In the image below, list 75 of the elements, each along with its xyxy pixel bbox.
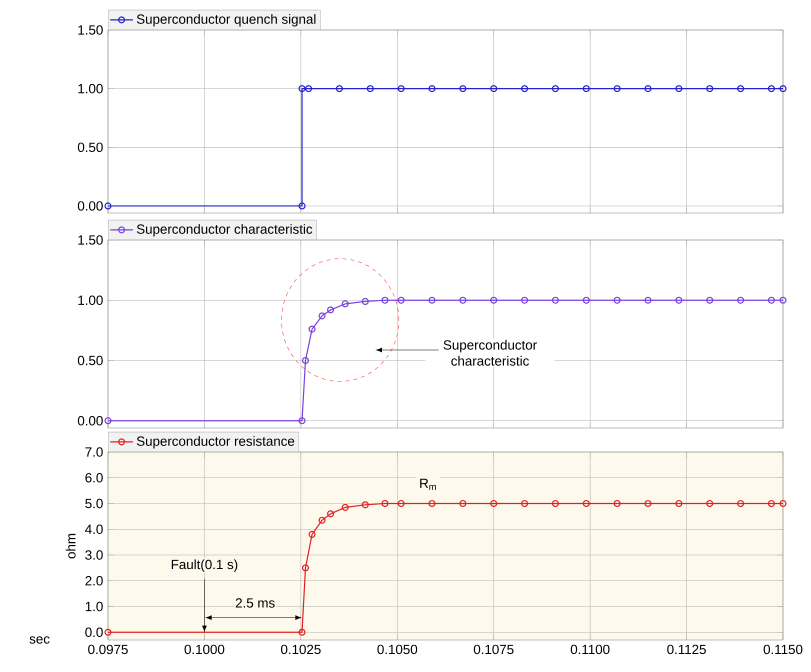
legend-label: Superconductor quench signal bbox=[136, 14, 316, 26]
y-tick-label: 7.0 bbox=[85, 447, 103, 457]
y-tick-label: 3.0 bbox=[85, 550, 103, 560]
point bbox=[582, 500, 590, 508]
point bbox=[308, 326, 316, 333]
point bbox=[362, 501, 369, 508]
y-tick-label: 1.50 bbox=[78, 235, 103, 245]
point bbox=[362, 298, 369, 305]
x-axis-title: sec bbox=[30, 636, 50, 644]
point bbox=[342, 300, 349, 308]
point bbox=[521, 500, 528, 508]
y-tick-label: 1.00 bbox=[78, 296, 103, 305]
point bbox=[552, 296, 559, 304]
point bbox=[459, 296, 466, 304]
point bbox=[318, 516, 326, 524]
x-tick-label: 0.1075 bbox=[474, 644, 514, 654]
y-tick-label: 0.50 bbox=[78, 356, 103, 366]
y-axis-title: ohm bbox=[66, 534, 76, 558]
point bbox=[706, 296, 714, 304]
y-tick-label: 1.50 bbox=[78, 25, 103, 35]
point bbox=[381, 296, 388, 304]
point bbox=[302, 356, 310, 364]
point bbox=[737, 500, 744, 508]
point bbox=[302, 564, 310, 572]
y-tick-label: 2.0 bbox=[85, 576, 103, 586]
point bbox=[490, 296, 498, 304]
x-tick-label: 0.1100 bbox=[570, 644, 610, 654]
point bbox=[298, 417, 306, 424]
y-tick-label: 4.0 bbox=[85, 524, 103, 534]
point bbox=[428, 500, 436, 508]
y-tick-label: 0.0 bbox=[85, 628, 103, 637]
annotation: R$_{m}$ bbox=[420, 478, 436, 490]
point bbox=[398, 296, 405, 304]
y-tick-label: 5.0 bbox=[85, 498, 103, 508]
legend-label: Superconductor resistance bbox=[136, 436, 294, 448]
point bbox=[398, 500, 405, 508]
x-tick-label: 0.1125 bbox=[667, 644, 706, 654]
point bbox=[327, 510, 334, 518]
point bbox=[614, 500, 621, 508]
y-tick-label: 1.00 bbox=[78, 84, 103, 94]
annotation: Fault(0.1 s) bbox=[172, 559, 238, 572]
point bbox=[675, 500, 682, 508]
point bbox=[298, 628, 306, 636]
point bbox=[706, 500, 714, 508]
legend-label: Superconductor characteristic bbox=[136, 224, 312, 236]
point bbox=[327, 306, 334, 314]
point bbox=[318, 312, 326, 320]
y-tick-label: 6.0 bbox=[85, 473, 103, 482]
x-tick-label: 0.1025 bbox=[280, 644, 321, 654]
point bbox=[768, 296, 775, 304]
point bbox=[459, 500, 466, 508]
point bbox=[737, 296, 744, 304]
point bbox=[490, 500, 498, 508]
annotation: Superconductor characteristic bbox=[444, 340, 537, 366]
y-tick-label: 1.0 bbox=[86, 602, 103, 612]
y-tick-label: 0.00 bbox=[78, 201, 103, 211]
point bbox=[308, 530, 316, 538]
x-tick-label: 0.1050 bbox=[377, 644, 418, 654]
annotation: 2.5 ms bbox=[236, 598, 275, 608]
y-tick-label: 0.00 bbox=[78, 416, 103, 426]
y-tick-label: 0.50 bbox=[78, 142, 103, 152]
point bbox=[614, 296, 621, 304]
point bbox=[644, 500, 652, 508]
point bbox=[582, 296, 590, 304]
point bbox=[521, 296, 528, 304]
point bbox=[342, 504, 349, 511]
x-tick-label: 0.1150 bbox=[764, 644, 802, 654]
point bbox=[644, 296, 652, 304]
point bbox=[381, 500, 388, 508]
point bbox=[768, 500, 775, 508]
x-tick-label: 0.0975 bbox=[88, 644, 128, 654]
point bbox=[428, 296, 436, 304]
point bbox=[675, 296, 682, 304]
point bbox=[552, 500, 559, 508]
x-tick-label: 0.1000 bbox=[184, 644, 224, 654]
